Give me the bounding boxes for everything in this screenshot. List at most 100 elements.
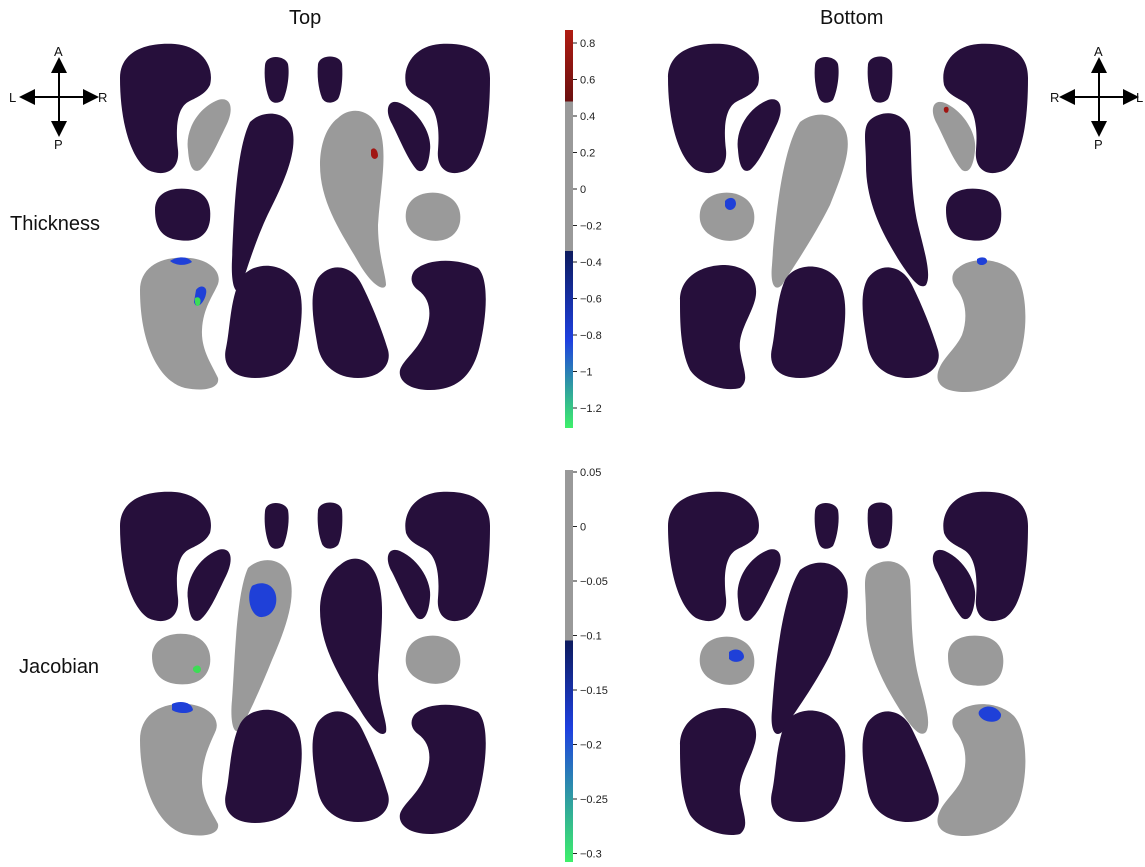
colorbar-tick-label: 0.6 [580, 75, 595, 87]
panel-jacobian-top [120, 491, 490, 836]
structure-small-1 [264, 503, 289, 549]
thalamus-left [225, 709, 302, 823]
caudate-left [943, 491, 1028, 622]
colorbar-tick-label: 0.4 [580, 111, 595, 123]
significant-cluster-blue [249, 583, 277, 618]
colorbar-jacobian: 0.05 0 −0.05 −0.1 −0.15 −0.2 −0.25 −0.3 [565, 467, 608, 862]
pallidum-right [387, 549, 431, 620]
colorbar-thickness: 0.8 0.6 0.4 0.2 0 −0.2 −0.4 −0.6 −0.8 −1 −1.2 [565, 30, 602, 428]
caudate-right [405, 491, 490, 622]
pallidum-right [737, 549, 781, 621]
amygdala-right [699, 192, 755, 241]
significant-cluster-blue [729, 649, 744, 662]
putamen-right [320, 558, 387, 734]
amygdala-left [946, 188, 1002, 241]
amygdala-left [152, 633, 211, 685]
colorbar-tick-label: 0.05 [580, 467, 601, 479]
thalamus-right [312, 711, 389, 822]
pallidum-left [187, 99, 231, 171]
significant-cluster-blue [977, 257, 988, 265]
putamen-right [320, 110, 386, 288]
compass-label-l: L [9, 90, 16, 105]
panel-thickness-top [120, 43, 490, 390]
significant-cluster-blue [170, 257, 192, 265]
structure-small-2 [317, 502, 343, 549]
orientation-compass-top: A P L R [9, 44, 107, 152]
caudate-right [668, 491, 759, 622]
thalamus-left [225, 265, 302, 378]
column-title-top: Top [289, 7, 322, 29]
compass-label-r: R [98, 90, 107, 105]
thalamus-left [862, 711, 939, 822]
hippocampus-right [680, 708, 757, 836]
colorbar-tick-label: −1 [580, 367, 593, 379]
hippocampus-right [399, 260, 486, 390]
putamen-left [231, 560, 292, 732]
caudate-left [120, 491, 211, 622]
thalamus-right [771, 710, 846, 822]
putamen-right [771, 114, 848, 288]
colorbar-ticks: 0.8 0.6 0.4 0.2 0 −0.2 −0.4 −0.6 −0.8 −1 −1.2 [573, 38, 602, 415]
structure-small-1 [814, 503, 839, 549]
structure-small-2 [867, 502, 893, 549]
colorbar-tick-label: −0.15 [580, 685, 608, 697]
compass-label-p: P [54, 137, 63, 152]
hippocampus-right [680, 265, 757, 390]
amygdala-left [155, 188, 211, 241]
putamen-left [865, 113, 929, 287]
putamen-right [771, 562, 848, 734]
colorbar-tick-label: −0.2 [580, 221, 602, 233]
colorbar-tick-label: 0.2 [580, 148, 595, 160]
caudate-left [120, 43, 211, 174]
thalamus-left [862, 267, 939, 378]
amygdala-right [699, 636, 755, 685]
structure-small-2 [317, 56, 343, 103]
colorbar-tick-label: −0.4 [580, 257, 602, 269]
pallidum-left [932, 101, 976, 172]
row-title-jacobian: Jacobian [19, 656, 100, 678]
row-title-thickness: Thickness [10, 213, 101, 235]
colorbar-tick-label: −0.1 [580, 631, 602, 643]
significant-cluster-blue [172, 702, 193, 713]
caudate-right [668, 43, 759, 174]
hippocampus-right [399, 704, 486, 834]
significant-cluster-blue [978, 706, 1002, 722]
colorbar-tick-label: −0.6 [580, 294, 602, 306]
compass-label-l: L [1136, 90, 1143, 105]
colorbar-tick-label: −0.05 [580, 576, 608, 588]
caudate-right [405, 43, 490, 174]
pallidum-left [187, 549, 231, 621]
pallidum-right [387, 101, 431, 172]
hippocampus-left [140, 257, 219, 390]
compass-label-r: R [1050, 90, 1059, 105]
amygdala-right [405, 192, 461, 241]
hippocampus-left [140, 703, 219, 836]
amygdala-right [405, 635, 461, 684]
colorbar-tick-label: −0.25 [580, 794, 608, 806]
panel-jacobian-bottom [668, 491, 1028, 836]
significant-cluster-green [194, 297, 201, 306]
compass-label-a: A [1094, 44, 1103, 59]
colorbar-tick-label: 0 [580, 522, 586, 534]
colorbar-tick-label: −1.2 [580, 403, 602, 415]
caudate-left [943, 43, 1028, 174]
significant-cluster-red [943, 106, 949, 113]
thalamus-right [771, 266, 846, 378]
structure-small-2 [867, 56, 893, 103]
panel-thickness-bottom [668, 43, 1028, 392]
significant-cluster-blue [725, 197, 736, 210]
orientation-compass-bottom: A P R L [1050, 44, 1143, 152]
compass-label-p: P [1094, 137, 1103, 152]
hippocampus-left [937, 704, 1026, 836]
pallidum-left [932, 549, 976, 620]
pallidum-right [737, 99, 781, 171]
structure-small-1 [264, 57, 289, 103]
significant-cluster-red [371, 148, 378, 159]
structure-small-1 [814, 57, 839, 103]
putamen-left [231, 113, 294, 291]
amygdala-left [948, 635, 1004, 686]
column-title-bottom: Bottom [820, 7, 884, 29]
colorbar-tick-label: −0.2 [580, 740, 602, 752]
colorbar-ticks: 0.05 0 −0.05 −0.1 −0.15 −0.2 −0.25 −0.3 [573, 467, 608, 861]
